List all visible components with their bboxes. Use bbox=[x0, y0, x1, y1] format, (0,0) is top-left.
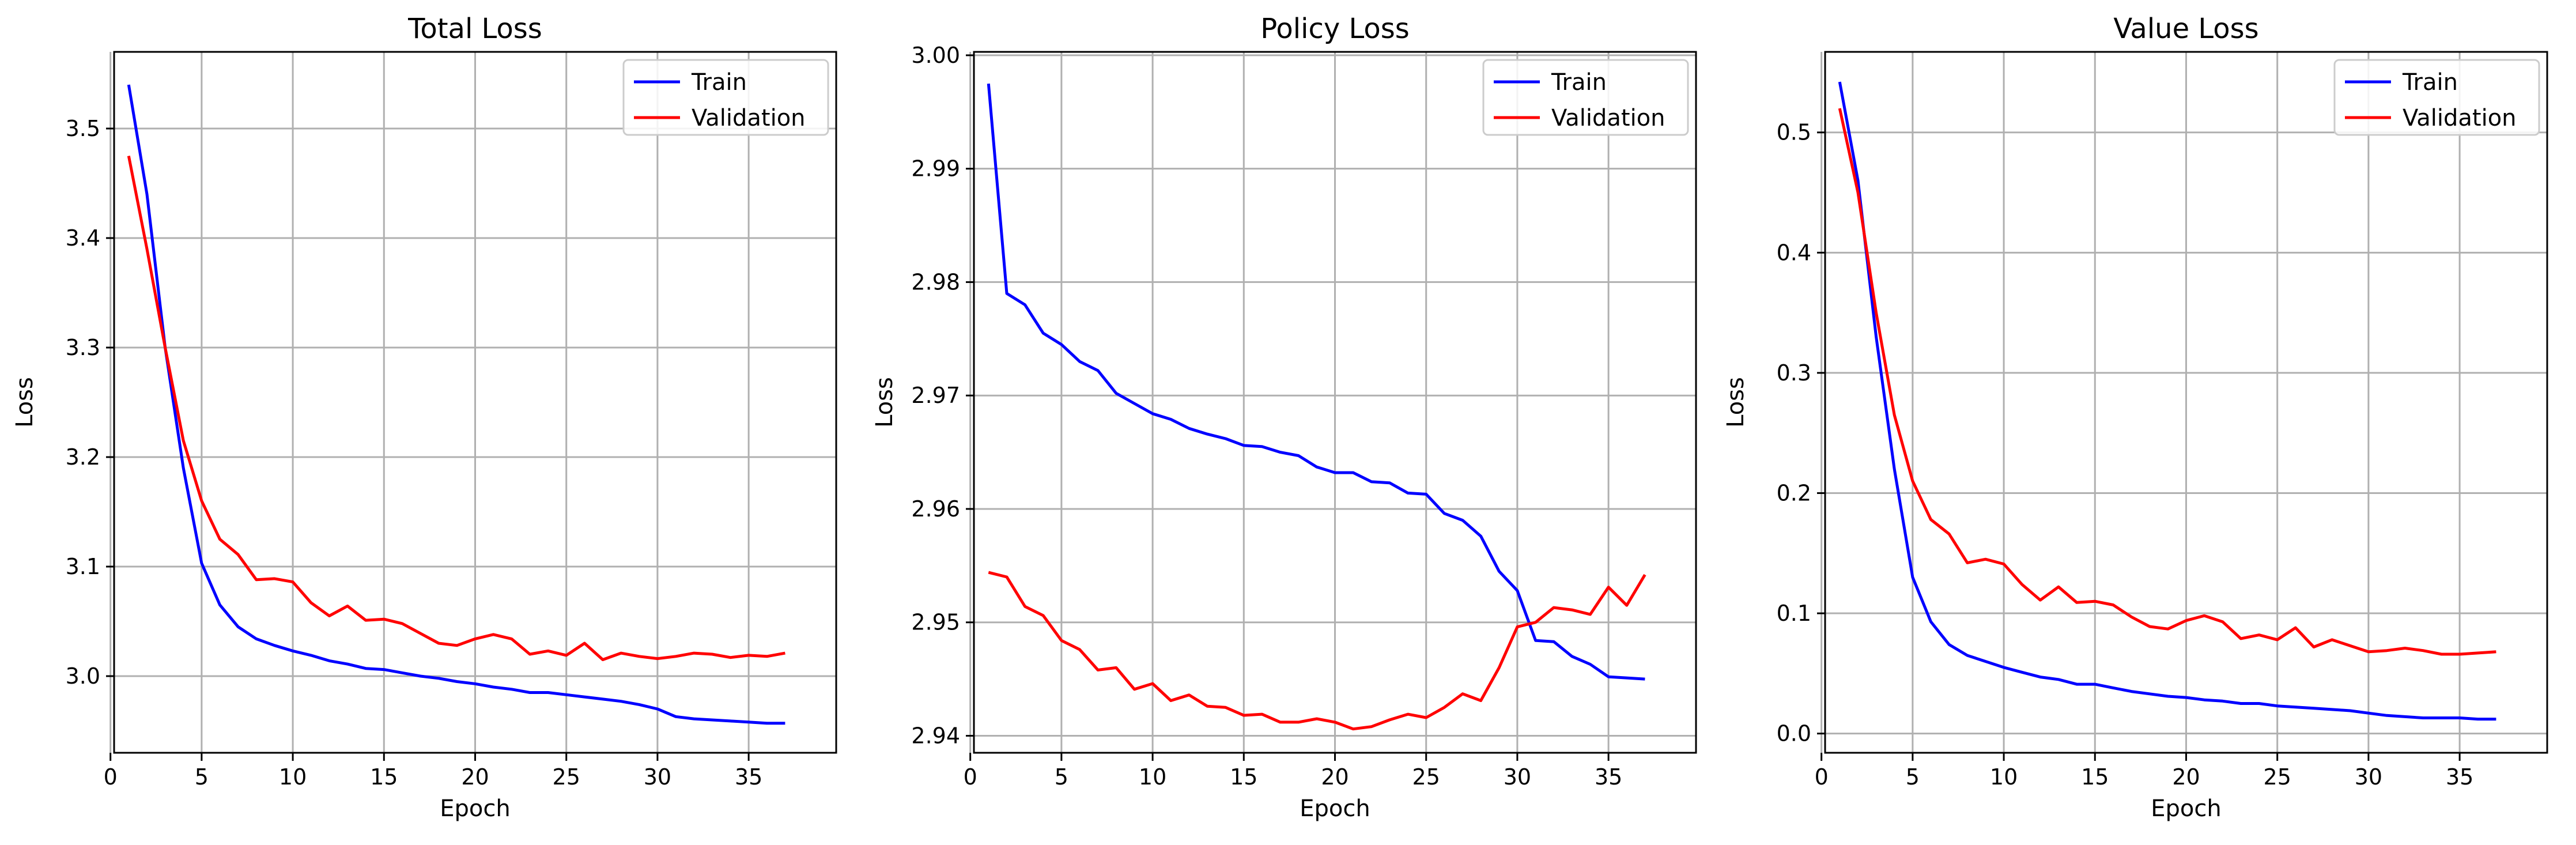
policy-loss-panel: 0 5 10 15 20 25 30 35 2.94 2.95 2.96 2.97 2.98 2.99 3.… bbox=[871, 13, 1697, 822]
policy-loss-train-line bbox=[987, 83, 1645, 681]
total-loss-plot-frame bbox=[113, 51, 837, 754]
total-loss-title: Total Loss bbox=[407, 13, 542, 45]
value-loss-title: Value Loss bbox=[2113, 13, 2258, 45]
policy-loss-y-tick-label: 2.94 bbox=[911, 723, 960, 748]
policy-loss-x-tick-label: 5 bbox=[1055, 764, 1068, 790]
policy-loss-x-tick-label: 10 bbox=[1139, 764, 1166, 790]
policy-loss-y-tick-label: 2.96 bbox=[911, 496, 960, 522]
total-loss-y-axis-label: Loss bbox=[12, 377, 38, 428]
value-loss-x-tick-label: 20 bbox=[2172, 764, 2200, 790]
value-loss-y-tick-label: 0.1 bbox=[1777, 601, 1811, 626]
value-loss-y-tick-label: 0.2 bbox=[1777, 480, 1811, 506]
value-loss-train-line bbox=[1838, 81, 2496, 721]
policy-loss-legend-label-validation: Validation bbox=[1551, 105, 1665, 131]
policy-loss-x-tick-label: 30 bbox=[1504, 764, 1531, 790]
total-loss-x-tick-label: 35 bbox=[735, 764, 762, 790]
policy-loss-y-tick-label: 2.99 bbox=[911, 156, 960, 182]
value-loss-legend-label-validation: Validation bbox=[2403, 105, 2517, 131]
policy-loss-y-tick-label: 3.00 bbox=[911, 43, 960, 68]
policy-loss-x-tick-label: 0 bbox=[964, 764, 977, 790]
policy-loss-y-axis-label: Loss bbox=[871, 377, 898, 428]
policy-loss-x-axis-label: Epoch bbox=[1300, 795, 1370, 822]
value-loss-panel: 0 5 10 15 20 25 30 35 0.0 0.1 0.2 0.3 0.4 0.5 Value Lo… bbox=[1723, 13, 2548, 822]
total-loss-y-tick-label: 3.5 bbox=[66, 116, 100, 141]
value-loss-legend: Train Validation bbox=[2333, 59, 2540, 136]
policy-loss-x-tick-label: 15 bbox=[1230, 764, 1257, 790]
total-loss-y-tick-label: 3.4 bbox=[66, 225, 100, 251]
total-loss-y-tick-label: 3.2 bbox=[66, 444, 100, 470]
value-loss-y-tick-label: 0.4 bbox=[1777, 240, 1811, 265]
total-loss-x-tick-label: 0 bbox=[104, 764, 118, 790]
total-loss-legend: Train Validation bbox=[622, 59, 829, 136]
policy-loss-validation-line bbox=[988, 571, 1646, 731]
total-loss-legend-label-train: Train bbox=[691, 69, 747, 96]
policy-loss-title: Policy Loss bbox=[1260, 13, 1410, 45]
policy-loss-x-tick-label: 20 bbox=[1321, 764, 1349, 790]
total-loss-x-tick-label: 5 bbox=[195, 764, 209, 790]
total-loss-panel: 0 5 10 15 20 25 30 35 3.0 3.1 3.2 3.3 3.4 3.5 Total Lo… bbox=[12, 13, 837, 822]
policy-loss-y-tick-label: 2.97 bbox=[911, 383, 960, 408]
policy-loss-y-tick-label: 2.95 bbox=[911, 610, 960, 635]
value-loss-y-tick-label: 0.0 bbox=[1777, 721, 1811, 746]
value-loss-x-tick-label: 15 bbox=[2081, 764, 2109, 790]
value-loss-x-axis-label: Epoch bbox=[2151, 795, 2221, 822]
value-loss-plot-frame bbox=[1824, 51, 2548, 754]
policy-loss-plot-frame bbox=[973, 51, 1697, 754]
total-loss-x-tick-label: 15 bbox=[370, 764, 398, 790]
value-loss-y-tick-label: 0.3 bbox=[1777, 360, 1811, 386]
policy-loss-x-tick-label: 35 bbox=[1595, 764, 1622, 790]
value-loss-x-tick-label: 5 bbox=[1906, 764, 1920, 790]
total-loss-train-line bbox=[127, 84, 785, 725]
policy-loss-y-tick-label: 2.98 bbox=[911, 269, 960, 295]
total-loss-y-tick-label: 3.0 bbox=[66, 663, 100, 689]
value-loss-x-tick-label: 25 bbox=[2264, 764, 2291, 790]
policy-loss-legend-label-train: Train bbox=[1551, 69, 1607, 96]
total-loss-x-axis-label: Epoch bbox=[440, 795, 510, 822]
value-loss-x-tick-label: 10 bbox=[1990, 764, 2018, 790]
total-loss-x-tick-label: 25 bbox=[553, 764, 580, 790]
policy-loss-x-tick-label: 25 bbox=[1412, 764, 1440, 790]
value-loss-y-axis-label: Loss bbox=[1723, 377, 1749, 428]
total-loss-y-tick-label: 3.3 bbox=[66, 335, 100, 360]
total-loss-y-tick-label: 3.1 bbox=[66, 554, 100, 579]
total-loss-x-tick-label: 10 bbox=[279, 764, 307, 790]
total-loss-validation-line bbox=[127, 156, 785, 661]
value-loss-x-tick-label: 0 bbox=[1815, 764, 1829, 790]
total-loss-x-tick-label: 30 bbox=[644, 764, 671, 790]
policy-loss-legend: Train Validation bbox=[1482, 59, 1689, 136]
value-loss-y-tick-label: 0.5 bbox=[1777, 120, 1811, 145]
value-loss-x-tick-label: 30 bbox=[2355, 764, 2382, 790]
total-loss-x-tick-label: 20 bbox=[461, 764, 489, 790]
value-loss-legend-label-train: Train bbox=[2402, 69, 2458, 96]
value-loss-x-tick-label: 35 bbox=[2446, 764, 2473, 790]
value-loss-validation-line bbox=[1838, 108, 2496, 656]
total-loss-legend-label-validation: Validation bbox=[692, 105, 806, 131]
